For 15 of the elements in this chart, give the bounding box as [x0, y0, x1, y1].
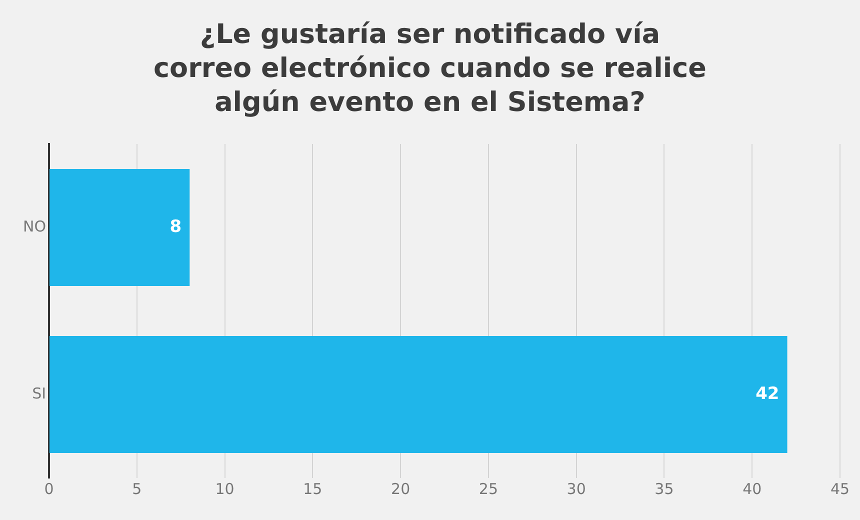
- x-tick-label: 35: [654, 480, 674, 498]
- chart-title: ¿Le gustaría ser notificado vía correo electrónico cuando se realice algún evento en el Sistema?: [152, 18, 708, 120]
- x-tick-label: 30: [566, 480, 586, 498]
- y-tick-label: SI: [32, 384, 46, 402]
- x-tick-label: 20: [391, 480, 410, 498]
- x-tick-label: 0: [44, 480, 54, 498]
- x-tick-label: 25: [478, 480, 498, 498]
- x-tick-label: 5: [132, 480, 142, 498]
- data-label: 8: [170, 216, 182, 237]
- x-tick-label: 15: [303, 480, 322, 498]
- x-tick-label: 10: [215, 480, 234, 498]
- x-tick-label: 45: [830, 480, 850, 498]
- data-label: 42: [756, 384, 780, 404]
- y-tick-label: NO: [22, 217, 46, 236]
- x-tick-label: 40: [742, 480, 762, 498]
